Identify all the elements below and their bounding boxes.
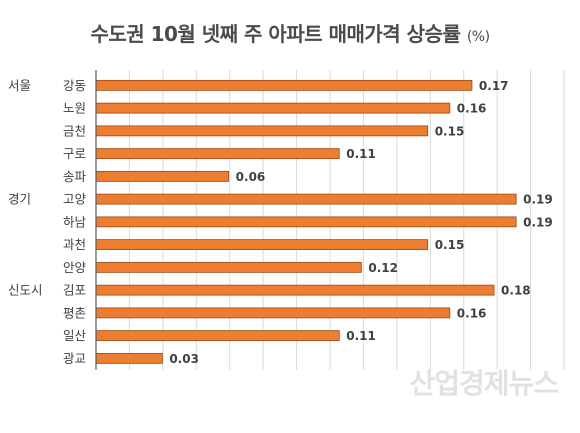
bar: [95, 79, 473, 91]
chart-unit: (%): [466, 29, 490, 45]
bar: [95, 261, 362, 273]
category-label: 안양: [63, 260, 87, 275]
category-label: 일산: [63, 328, 87, 343]
bar: [95, 125, 429, 137]
data-label: 0.16: [457, 102, 487, 116]
category-label: 고양: [63, 192, 87, 207]
bar: [95, 216, 517, 228]
chart-title: 수도권 10월 넷째 주 아파트 매매가격 상승률 (%): [0, 18, 580, 47]
data-label: 0.18: [501, 284, 531, 298]
category-label: 광교: [63, 351, 86, 366]
data-label: 0.19: [523, 193, 553, 207]
data-label: 0.11: [346, 329, 376, 343]
category-label: 과천: [63, 237, 86, 252]
data-label: 0.06: [236, 170, 266, 184]
data-label: 0.19: [523, 215, 553, 229]
group-label: 신도시: [8, 283, 43, 298]
data-label: 0.16: [457, 306, 487, 320]
bar: [95, 193, 517, 205]
category-label: 김포: [63, 283, 86, 298]
chart-title-text: 수도권 10월 넷째 주 아파트 매매가격 상승률: [90, 22, 461, 46]
category-label: 강동: [63, 78, 86, 93]
bar: [95, 330, 340, 342]
category-label: 송파: [63, 169, 87, 184]
bar: [95, 352, 163, 364]
bar: [95, 239, 429, 251]
group-label: 서울: [8, 78, 31, 93]
category-label: 구로: [63, 146, 86, 161]
bar: [95, 170, 230, 182]
category-label: 평촌: [63, 305, 86, 320]
data-label: 0.03: [169, 352, 199, 366]
group-label: 경기: [8, 192, 31, 207]
bar: [95, 102, 451, 114]
data-label: 0.11: [346, 147, 376, 161]
data-label: 0.17: [479, 79, 509, 93]
category-label: 하남: [63, 214, 87, 229]
bar: [95, 284, 495, 296]
data-label: 0.15: [435, 124, 465, 138]
data-label: 0.12: [368, 261, 398, 275]
bar: [95, 148, 340, 160]
category-label: 금천: [63, 123, 86, 138]
bar: [95, 307, 451, 319]
watermark: 산업경제뉴스: [409, 367, 559, 400]
data-label: 0.15: [435, 238, 465, 252]
category-label: 노원: [63, 101, 86, 116]
